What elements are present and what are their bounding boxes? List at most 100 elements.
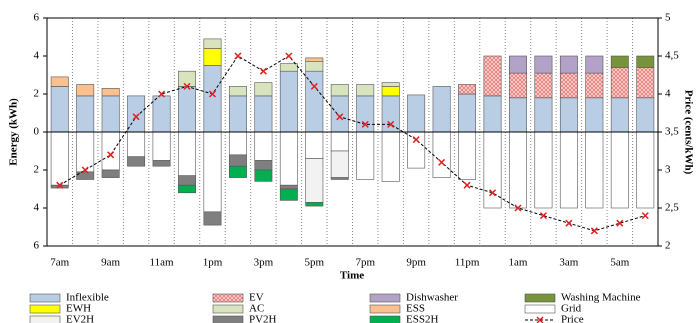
y2-tick-label: 2,5 [665,202,679,214]
legend-swatch [29,315,61,323]
legend-swatch [369,315,401,323]
bar-segment [228,165,247,178]
x-tick-label: 3am [559,257,578,269]
bar-segment [305,61,324,72]
bar-segment [610,67,629,99]
bar-segment [458,93,477,133]
y-tick-label: 4 [34,202,40,214]
bar-segment [279,70,298,133]
bar-segment [534,72,553,99]
legend-swatch [212,304,244,314]
bar-segment [203,38,222,49]
bar-segment [356,131,375,180]
bar-segment [101,169,120,178]
legend-swatch [524,293,556,303]
bar-segment [509,72,527,99]
price-marker [259,67,267,75]
y-tick-label: 2 [34,164,40,176]
bar-segment [381,86,400,97]
bar-segment [50,131,69,186]
price-marker [234,52,242,60]
bar-segment [305,202,324,207]
bar-segment [228,95,247,133]
bar-segment [305,57,324,63]
legend-label: EV2H [66,314,94,323]
price-marker [387,120,395,128]
bar-segment [76,171,95,180]
y2-axis-title: Price (cents/kWh) [682,90,694,175]
price-marker [158,90,166,98]
bar-segment [458,84,477,95]
price-marker [361,120,369,128]
bar-segment [381,131,400,182]
legend-label: ESS [406,303,425,315]
y-tick-label: 6 [34,240,40,252]
bar-segment [127,131,146,158]
bar-segment [534,97,553,133]
bar-segment [381,95,400,133]
bar-segment [407,94,426,133]
bar-segment [534,131,553,209]
price-marker [183,82,191,90]
x-axis-title: Time [340,270,364,282]
legend-label: EV [249,292,264,304]
bar-segment [178,184,196,194]
bar-segment [610,55,629,68]
price-marker [590,227,598,235]
price-marker [412,136,420,144]
bar-segment [203,65,222,133]
price-marker [641,212,649,220]
bar-segment [330,95,349,133]
bar-segment [228,154,247,167]
y-tick-label: 2 [34,88,40,100]
legend-swatch [212,315,244,323]
bar-segment [50,76,69,87]
y2-tick-label: 5 [665,12,671,24]
bar-segment [254,95,273,133]
bar-segment [305,158,324,203]
bar-segment [228,131,247,156]
bar-segment [152,160,171,167]
price-marker [285,52,293,60]
legend-swatch [29,293,61,303]
y2-tick-label: 3 [665,164,671,176]
price-marker [336,113,344,121]
bar-segment [330,150,349,178]
bar-segment [305,131,324,159]
bar-segment [203,211,222,226]
bar-segment [330,131,349,152]
bar-segment [559,131,578,209]
legend-label: Price [561,314,584,323]
bar-segment [509,97,527,133]
bar-segment [178,175,196,186]
bar-segment [356,95,375,133]
legend-swatch [369,304,401,314]
bar-segment [636,67,655,99]
bar-segment [101,88,120,97]
bar-segment [458,131,477,180]
bar-segment [432,86,451,133]
bar-segment [254,131,273,161]
bar-segment [127,95,146,133]
bar-segment [381,82,400,87]
x-tick-label: 5pm [305,257,325,269]
y2-tick-label: 2 [665,240,671,252]
bar-segment [50,86,69,133]
x-tick-label: 1pm [203,257,223,269]
legend-label: AC [249,303,264,315]
legend-label: Washing Machine [561,292,641,304]
y-tick-label: 0 [34,126,40,138]
bar-segment [279,184,298,190]
bar-segment [101,131,120,171]
x-tick-label: 5am [610,257,629,269]
bar-segment [559,55,578,74]
legend-marker [536,316,544,323]
price-marker [310,82,318,90]
price-marker [81,166,89,174]
bar-segment [509,131,527,209]
legend-label: ESS2H [406,314,438,323]
price-marker [438,158,446,166]
x-tick-label: 3pm [254,257,274,269]
bar-segment [483,95,502,133]
y2-tick-label: 4 [665,88,671,100]
